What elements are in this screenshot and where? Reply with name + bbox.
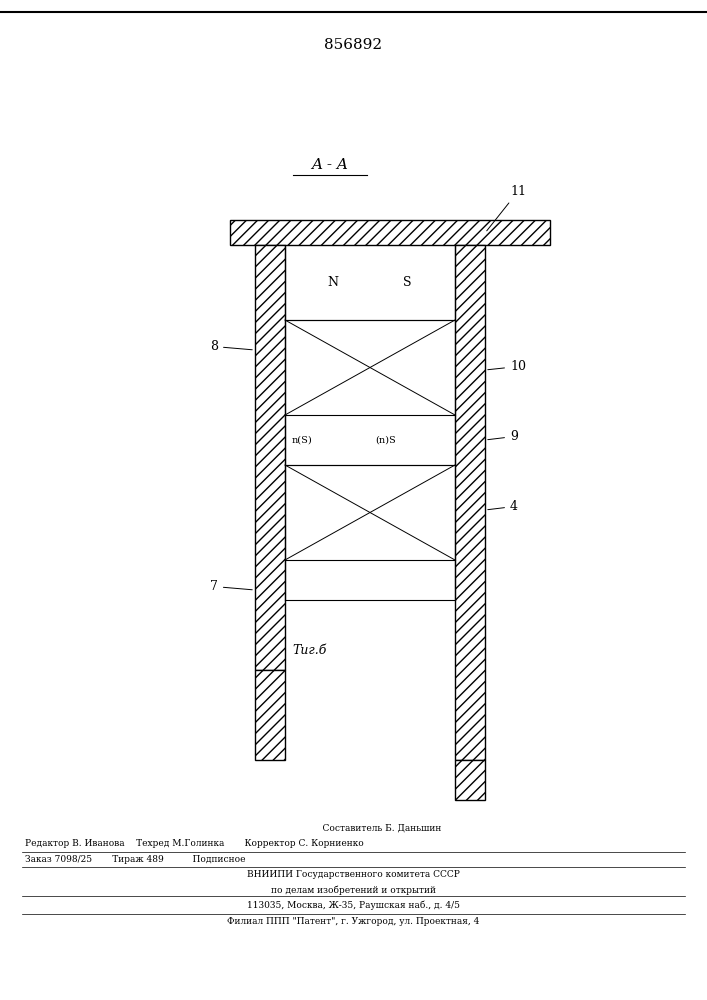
Text: 11: 11 [486,185,526,231]
Text: по делам изобретений и открытий: по делам изобретений и открытий [271,885,436,895]
Bar [255,245,285,670]
Text: A - A: A - A [312,158,349,172]
Text: S: S [403,276,411,289]
Bar [255,670,285,760]
Text: (n)S: (n)S [375,436,396,444]
Text: Заказ 7098/25       Тираж 489          Подписное: Заказ 7098/25 Тираж 489 Подписное [25,854,245,863]
Text: Редактор В. Иванова    Техред М.Голинка       Корректор С. Корниенко: Редактор В. Иванова Техред М.Голинка Кор… [25,839,363,848]
Text: Филиал ППП "Патент", г. Ужгород, ул. Проектная, 4: Филиал ППП "Патент", г. Ужгород, ул. Про… [228,916,479,926]
Text: n(S): n(S) [292,436,312,444]
Text: 113035, Москва, Ж-35, Раушская наб., д. 4/5: 113035, Москва, Ж-35, Раушская наб., д. … [247,901,460,910]
Text: 8: 8 [210,340,252,353]
Text: 7: 7 [210,580,252,593]
Bar [455,245,485,760]
Text: N: N [327,276,338,289]
Text: ВНИИПИ Государственного комитета СССР: ВНИИПИ Государственного комитета СССР [247,870,460,879]
Text: 9: 9 [488,430,518,443]
Text: Составитель Б. Даньшин: Составитель Б. Даньшин [265,824,442,832]
Text: Τиг.б: Τиг.б [293,644,327,656]
Text: 10: 10 [488,360,526,373]
Bar [455,760,485,800]
Text: 856892: 856892 [325,38,382,52]
Bar [230,220,550,245]
Text: 4: 4 [488,500,518,513]
